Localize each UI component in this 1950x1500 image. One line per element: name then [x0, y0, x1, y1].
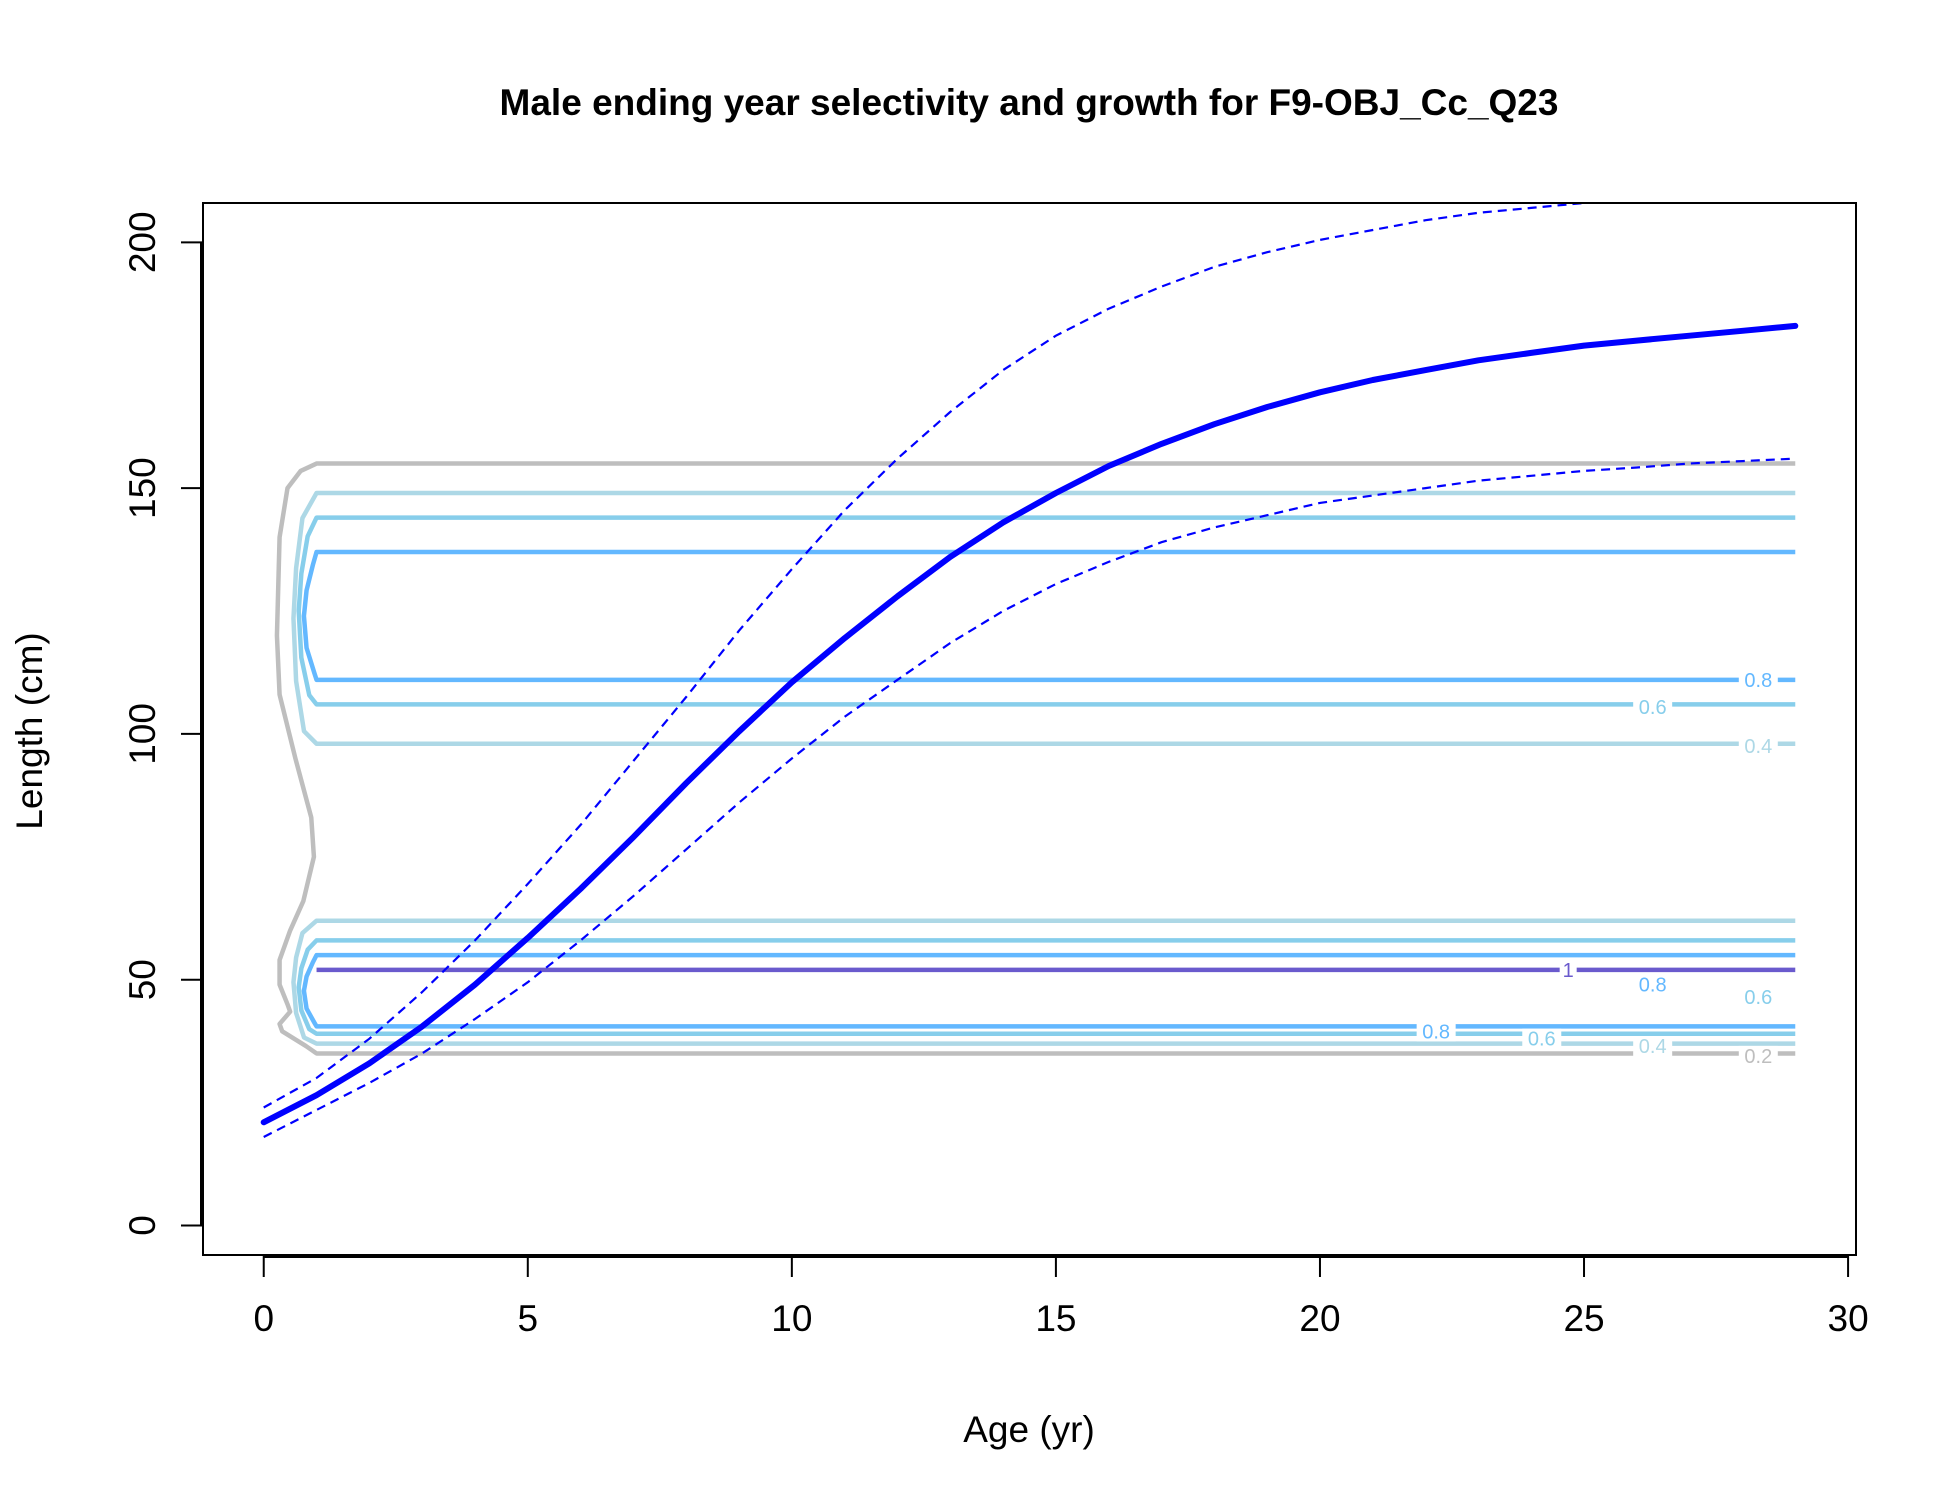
contour-label: 0.2	[1744, 1046, 1772, 1068]
y-tick-label: 100	[122, 703, 163, 765]
x-tick-label: 15	[1035, 1298, 1076, 1339]
x-tick-label: 30	[1828, 1298, 1869, 1339]
x-tick-label: 25	[1563, 1298, 1604, 1339]
contour-line-0.6	[296, 515, 1796, 707]
x-tick-label: 0	[253, 1298, 274, 1339]
growth-mean-line	[260, 322, 1799, 1126]
contour-label: 0.6	[1744, 987, 1772, 1009]
y-axis-label: Length (cm)	[9, 632, 50, 829]
axes: 0 5 10 15 20 25 30 0 50 100 150 200	[122, 211, 1869, 1339]
contour-label-gap	[1633, 1036, 1673, 1057]
growth-upper-dashed	[263, 203, 1602, 1109]
contour-label-gap	[1416, 1021, 1456, 1042]
x-tick-label: 5	[518, 1298, 539, 1339]
contour-line-0.4	[291, 918, 1796, 1046]
contour-label-gap	[1559, 959, 1577, 980]
growth-curves	[260, 203, 1799, 1138]
contour-line-0.4	[291, 490, 1796, 746]
contour-line-0.2	[274, 461, 1796, 1056]
contour-line-0.8	[301, 549, 1796, 683]
contour-label: 0.6	[1528, 1029, 1556, 1051]
x-tick-label: 10	[771, 1298, 812, 1339]
x-axis-label: Age (yr)	[963, 1409, 1095, 1450]
contour-label-gap	[1522, 1028, 1562, 1049]
chart-title: Male ending year selectivity and growth …	[500, 82, 1559, 123]
contour-label: 0.8	[1639, 975, 1667, 997]
selectivity-contours	[274, 461, 1796, 1056]
contour-label: 0.4	[1744, 736, 1772, 758]
x-tick-label: 20	[1299, 1298, 1340, 1339]
contour-label: 0.4	[1639, 1036, 1667, 1058]
plot-frame	[202, 202, 1857, 1256]
contour-line-0.8	[301, 952, 1796, 1029]
contour-label-gap	[1738, 736, 1778, 757]
contour-label-gap	[1738, 669, 1778, 690]
contour-labels: 0.8 0.6 0.4 1 0.8 0.6 0.8 0.6 0.4 0.2	[1416, 669, 1778, 1068]
contour-line-0.6	[296, 938, 1796, 1037]
contour-label: 0.8	[1744, 670, 1772, 692]
contour-label: 0.6	[1639, 697, 1667, 719]
contour-label: 1	[1563, 960, 1574, 982]
y-tick-label: 0	[122, 1215, 163, 1236]
y-tick-label: 200	[122, 211, 163, 273]
y-tick-label: 50	[122, 959, 163, 1000]
contour-label-gap	[1738, 986, 1778, 1007]
contour-label-gap	[1738, 1045, 1778, 1066]
y-tick-label: 150	[122, 457, 163, 519]
contour-label-gap	[1633, 696, 1673, 717]
contour-label: 0.8	[1422, 1021, 1450, 1043]
contour-label-gap	[1633, 974, 1673, 995]
